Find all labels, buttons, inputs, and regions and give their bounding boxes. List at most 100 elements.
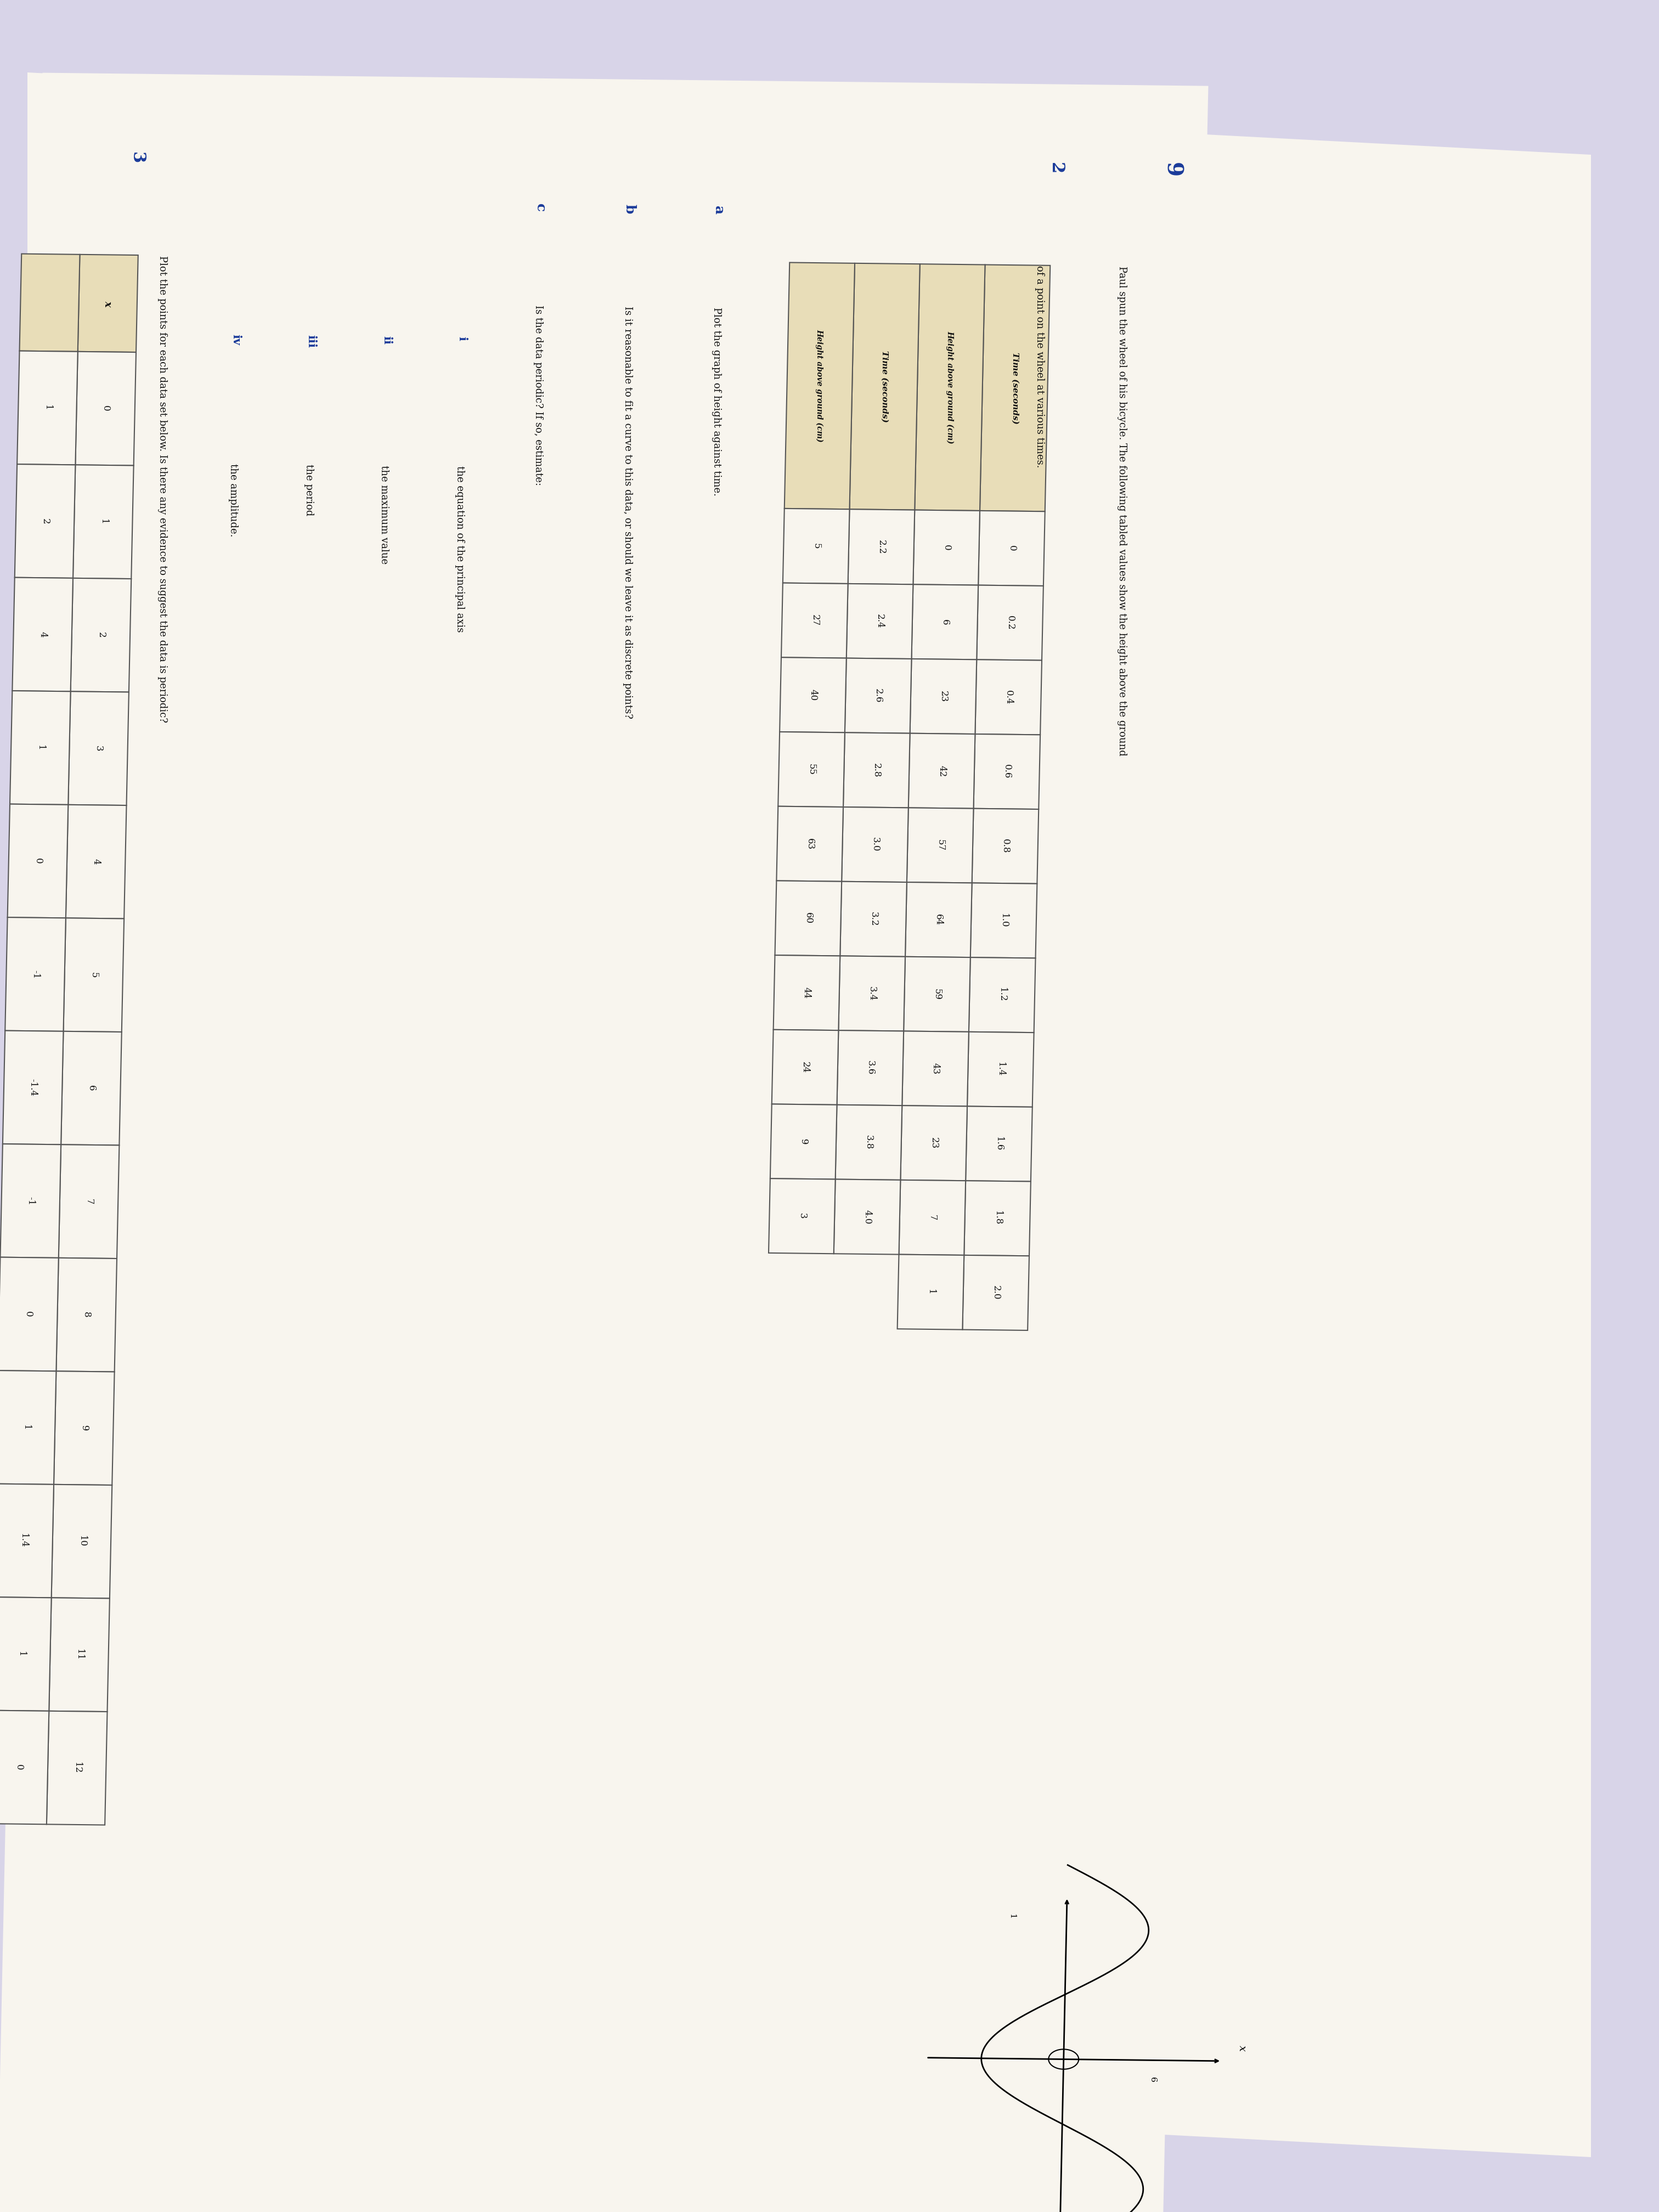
Text: 9: 9: [80, 1425, 90, 1431]
Polygon shape: [20, 254, 80, 352]
Polygon shape: [71, 577, 131, 692]
Text: 7: 7: [927, 1214, 937, 1221]
Polygon shape: [972, 810, 1039, 883]
Text: 64: 64: [934, 914, 944, 925]
Text: 40: 40: [808, 690, 818, 701]
Text: 6: 6: [86, 1086, 96, 1091]
Polygon shape: [912, 511, 980, 586]
Text: 5: 5: [811, 544, 821, 549]
Polygon shape: [73, 465, 134, 580]
Polygon shape: [964, 1181, 1030, 1256]
Polygon shape: [58, 1144, 119, 1259]
Polygon shape: [50, 1597, 109, 1712]
Text: 55: 55: [806, 763, 816, 774]
Text: 12: 12: [73, 1763, 81, 1774]
Text: 3: 3: [95, 745, 103, 752]
Text: 43: 43: [931, 1064, 941, 1075]
Polygon shape: [66, 805, 126, 918]
Text: iii: iii: [305, 334, 317, 347]
Text: 6: 6: [941, 619, 949, 626]
Polygon shape: [846, 584, 912, 659]
Text: 4: 4: [91, 858, 101, 865]
Polygon shape: [906, 883, 972, 958]
Polygon shape: [909, 659, 977, 734]
Text: 1: 1: [43, 405, 51, 411]
Text: x: x: [1238, 2046, 1248, 2051]
Polygon shape: [46, 1712, 108, 1825]
Text: 63: 63: [805, 838, 815, 849]
Text: 1.6: 1.6: [994, 1137, 1004, 1150]
Text: 44: 44: [801, 987, 811, 998]
Polygon shape: [5, 918, 66, 1031]
Polygon shape: [969, 958, 1035, 1033]
Text: 2.4: 2.4: [874, 615, 884, 628]
Polygon shape: [0, 1256, 58, 1371]
Polygon shape: [962, 1254, 1029, 1329]
Polygon shape: [28, 73, 1591, 2157]
Text: 4: 4: [38, 633, 48, 637]
Text: 2.0: 2.0: [990, 1285, 1000, 1301]
Text: 0.8: 0.8: [1000, 838, 1010, 854]
Text: 0: 0: [101, 405, 111, 411]
Text: 5: 5: [90, 971, 98, 978]
Text: the maximum value: the maximum value: [380, 465, 388, 564]
Text: 42: 42: [937, 765, 946, 776]
Text: ii: ii: [382, 336, 392, 345]
Text: Is it reasonable to fit a curve to this data, or should we leave it as discrete : Is it reasonable to fit a curve to this …: [622, 305, 632, 719]
Polygon shape: [844, 659, 911, 734]
Polygon shape: [907, 807, 974, 883]
Text: iv: iv: [231, 334, 242, 345]
Text: 9: 9: [800, 1139, 808, 1144]
Text: 3: 3: [128, 153, 146, 164]
Polygon shape: [780, 657, 846, 732]
Text: 2: 2: [96, 633, 106, 637]
Polygon shape: [783, 509, 849, 584]
Text: a: a: [712, 206, 725, 215]
Text: x: x: [103, 301, 113, 305]
Polygon shape: [51, 1484, 113, 1599]
Text: Time (seconds): Time (seconds): [881, 352, 889, 422]
Polygon shape: [834, 1179, 901, 1254]
Polygon shape: [75, 352, 136, 465]
Text: 1: 1: [926, 1290, 936, 1294]
Polygon shape: [68, 692, 129, 805]
Polygon shape: [78, 254, 138, 352]
Polygon shape: [3, 1031, 63, 1144]
Text: 2.8: 2.8: [873, 763, 881, 776]
Polygon shape: [898, 1254, 964, 1329]
Text: 10: 10: [76, 1535, 86, 1546]
Text: Height above ground (cm): Height above ground (cm): [816, 330, 823, 442]
Text: 7: 7: [85, 1199, 93, 1206]
Text: 1.0: 1.0: [999, 914, 1009, 927]
Text: 1: 1: [17, 1650, 25, 1657]
Text: i: i: [456, 336, 468, 341]
Polygon shape: [775, 880, 841, 956]
Polygon shape: [61, 1031, 121, 1146]
Text: Plot the points for each data set below. Is there any evidence to suggest the da: Plot the points for each data set below.…: [158, 254, 168, 723]
Text: 1.8: 1.8: [992, 1210, 1002, 1225]
Text: Time (seconds): Time (seconds): [1010, 352, 1019, 425]
Text: 0.6: 0.6: [1002, 765, 1012, 779]
Text: 1: 1: [98, 520, 108, 524]
Polygon shape: [841, 807, 909, 883]
Text: -1: -1: [32, 969, 40, 978]
Text: 3: 3: [798, 1212, 806, 1219]
Polygon shape: [838, 956, 906, 1031]
Polygon shape: [966, 1106, 1032, 1181]
Text: 4.0: 4.0: [863, 1210, 871, 1223]
Text: of a point on the wheel at various times.: of a point on the wheel at various times…: [1035, 265, 1045, 467]
Text: 0: 0: [13, 1765, 23, 1770]
Text: 24: 24: [800, 1062, 810, 1073]
Text: 23: 23: [939, 690, 947, 701]
Text: 1.4: 1.4: [18, 1533, 28, 1548]
Polygon shape: [901, 1106, 967, 1181]
Polygon shape: [12, 577, 73, 692]
Polygon shape: [980, 265, 1050, 511]
Text: 27: 27: [810, 615, 820, 626]
Text: 3.0: 3.0: [871, 838, 879, 852]
Text: 3.6: 3.6: [866, 1062, 874, 1075]
Polygon shape: [971, 883, 1037, 958]
Polygon shape: [902, 1031, 969, 1106]
Polygon shape: [974, 734, 1040, 810]
Text: 1: 1: [35, 745, 45, 750]
